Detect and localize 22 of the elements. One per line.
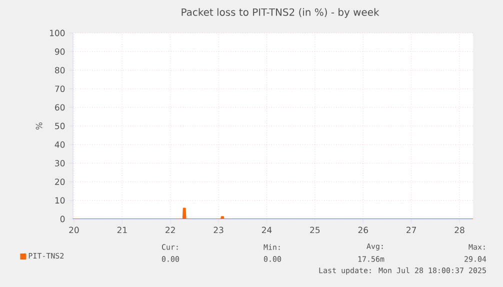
y-tick-label: 10 bbox=[55, 197, 65, 204]
x-tick-label: 26 bbox=[358, 226, 368, 234]
y-tick-label: 40 bbox=[54, 141, 65, 148]
y-tick-label: 50 bbox=[55, 122, 65, 130]
x-tick-label: 23 bbox=[214, 226, 224, 234]
y-tick-label: 70 bbox=[55, 86, 65, 92]
y-tick-label: 80 bbox=[55, 67, 65, 74]
y-tick-label: 90 bbox=[54, 48, 65, 55]
x-tick-label: 20 bbox=[69, 226, 79, 234]
x-tick-label: 21 bbox=[117, 226, 127, 234]
y-axis-title: % bbox=[36, 122, 42, 130]
x-tick-label: 24 bbox=[262, 226, 272, 234]
x-tick-label: 25 bbox=[310, 226, 320, 234]
y-tick-label: 0 bbox=[60, 216, 65, 222]
y-tick-label: 30 bbox=[55, 160, 65, 166]
y-tick-label: 100 bbox=[50, 30, 65, 36]
chart-title: Packet loss to PIT-TNS2 (in %) - by week bbox=[182, 8, 380, 18]
x-tick-label: 22 bbox=[166, 226, 175, 234]
y-tick-label: 20 bbox=[55, 178, 65, 186]
x-tick-label: 27 bbox=[406, 226, 416, 234]
y-tick-label: 60 bbox=[55, 104, 65, 111]
x-tick-label: 28 bbox=[454, 226, 464, 234]
